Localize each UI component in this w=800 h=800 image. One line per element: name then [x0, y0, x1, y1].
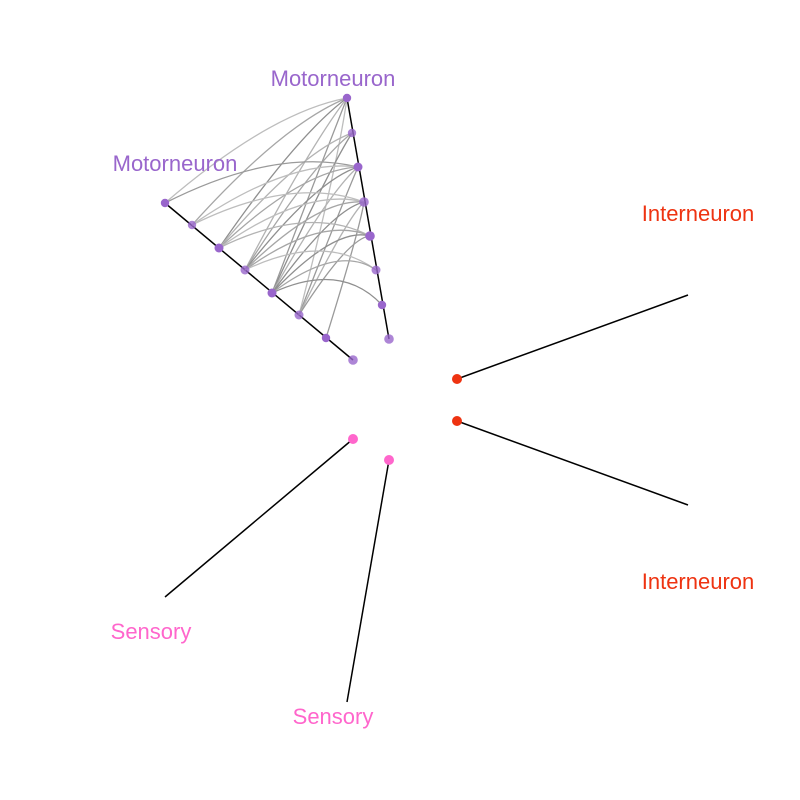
node-motor_b: [267, 288, 277, 298]
axis-label-sensory-b: Sensory: [293, 704, 374, 729]
edge: [218, 221, 371, 249]
axis-line-inter_a: [456, 294, 689, 380]
node-inter_a: [452, 374, 462, 384]
edge: [191, 192, 365, 226]
edge: [218, 198, 365, 249]
axis-line-motor_a: [346, 97, 390, 340]
axis-label-motorneuron-a: Motorneuron: [271, 66, 396, 91]
node-motor_a: [359, 197, 369, 207]
axis-label-sensory-a: Sensory: [111, 619, 192, 644]
axis-label-interneuron-a: Interneuron: [642, 201, 755, 226]
node-motor_b: [294, 310, 304, 320]
edge: [298, 97, 348, 316]
edge: [218, 132, 353, 249]
edge: [244, 229, 371, 271]
node-inter_b: [452, 416, 462, 426]
edge: [218, 166, 359, 249]
edge: [244, 201, 365, 271]
edge: [244, 250, 377, 271]
node-motor_a: [377, 300, 387, 310]
edge: [191, 165, 359, 226]
node-motor_b: [160, 198, 170, 208]
node-motor_a: [347, 128, 357, 138]
edge: [298, 235, 371, 316]
axis-line-sensory_b: [346, 459, 390, 703]
node-motor_b: [214, 243, 224, 253]
axis-line-inter_b: [456, 420, 689, 506]
axis-label-interneuron-b: Interneuron: [642, 569, 755, 594]
node-motor_b: [348, 355, 358, 365]
edge: [164, 161, 359, 204]
edge: [325, 201, 365, 339]
edge-layer: [164, 97, 383, 339]
node-layer: [160, 93, 462, 465]
edge: [244, 166, 359, 271]
edge: [271, 234, 371, 294]
edge: [271, 260, 377, 294]
node-motor_b: [187, 220, 197, 230]
edge: [218, 97, 348, 249]
node-motor_a: [371, 265, 381, 275]
node-sensory_b: [384, 455, 394, 465]
node-motor_b: [321, 333, 331, 343]
edge: [191, 97, 348, 226]
node-motor_a: [365, 231, 375, 241]
edge: [271, 132, 353, 294]
axis-label-motorneuron-b: Motorneuron: [113, 151, 238, 176]
node-motor_a: [353, 162, 363, 172]
edge: [244, 97, 348, 271]
axis-labels: Motorneuron Motorneuron Interneuron Inte…: [111, 66, 755, 729]
edge: [298, 166, 359, 316]
node-motor_a: [342, 93, 352, 103]
edge: [271, 278, 383, 306]
node-sensory_a: [348, 434, 358, 444]
edge: [271, 97, 348, 294]
node-motor_a: [384, 334, 394, 344]
node-motor_b: [240, 265, 250, 275]
edge: [164, 97, 348, 204]
edge: [271, 201, 365, 294]
axis-line-motor_b: [164, 202, 354, 361]
axis-lines: [164, 97, 689, 703]
axis-line-sensory_a: [164, 438, 354, 598]
